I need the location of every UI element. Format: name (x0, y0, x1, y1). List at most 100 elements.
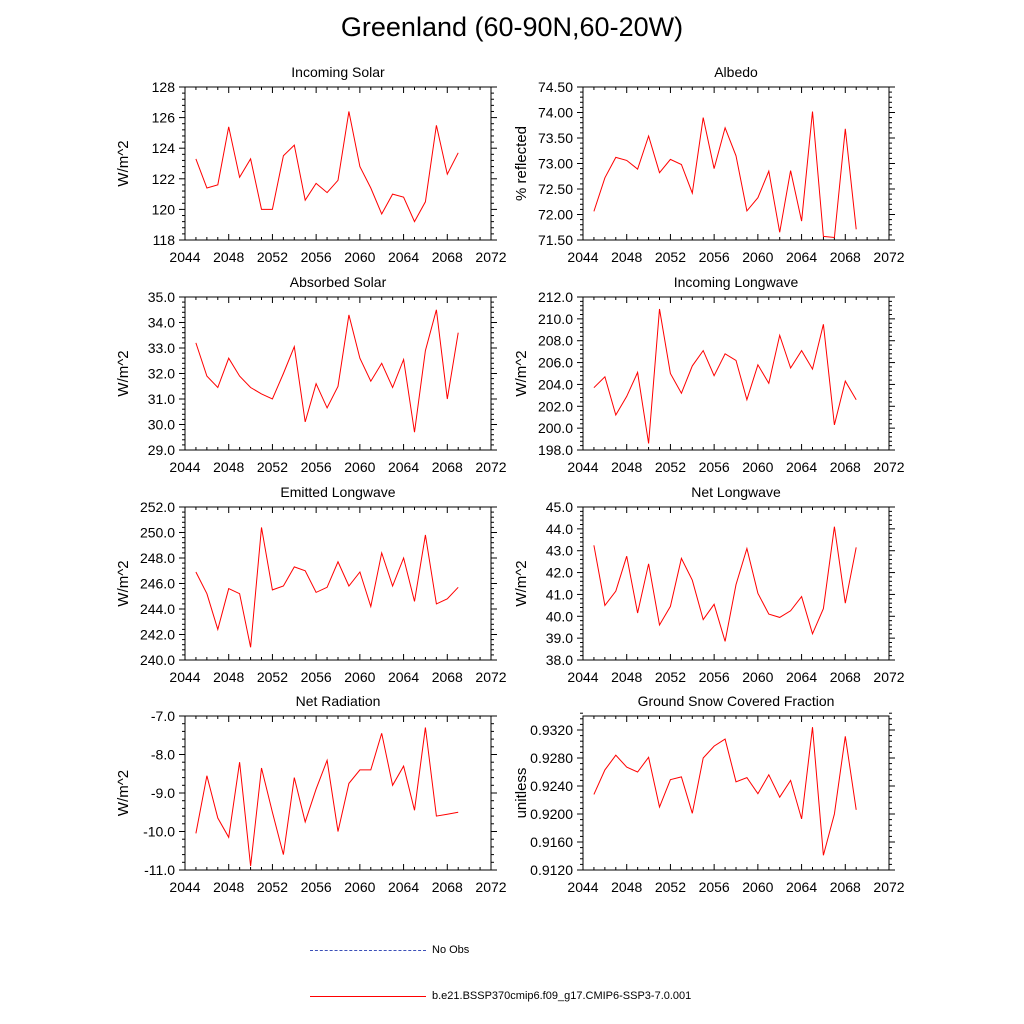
y-tick-label: 126 (152, 110, 176, 126)
x-tick-label: 2044 (169, 459, 200, 475)
y-tick-label: 202.0 (538, 398, 573, 414)
x-tick-label: 2052 (257, 879, 288, 895)
y-tick-label: 206.0 (538, 355, 573, 371)
x-tick-label: 2056 (699, 459, 730, 475)
y-tick-label: 200.0 (538, 420, 573, 436)
panel-5: 2044 2048 2052 2056 2060 2064 2068 2072 240.0 242… (115, 484, 507, 685)
series-line (593, 308, 857, 444)
y-tick-label: 38.0 (546, 652, 573, 668)
y-axis-label: W/m^2 (115, 770, 132, 816)
x-tick-label: 2056 (301, 669, 332, 685)
y-tick-label: 74.00 (538, 105, 573, 121)
y-tick-label: 41.0 (546, 586, 573, 602)
series-line (593, 727, 857, 856)
y-tick-label: 208.0 (538, 333, 573, 349)
y-tick-label: 71.50 (538, 232, 573, 248)
y-tick-label: 40.0 (546, 608, 573, 624)
x-tick-label: 2044 (567, 879, 598, 895)
x-tick-label: 2064 (388, 879, 419, 895)
panel-title: Albedo (714, 64, 758, 80)
x-tick-label: 2060 (344, 879, 375, 895)
x-tick-label: 2072 (475, 249, 506, 265)
legend-obs-label: No Obs (432, 944, 470, 956)
y-tick-label: 240.0 (140, 652, 175, 668)
x-tick-label: 2048 (611, 459, 642, 475)
plot-frame (582, 715, 890, 871)
x-tick-label: 2048 (213, 249, 244, 265)
y-tick-label: 31.0 (148, 391, 175, 407)
x-tick-label: 2048 (611, 669, 642, 685)
x-tick-label: 2044 (169, 669, 200, 685)
x-tick-label: 2068 (830, 249, 861, 265)
y-tick-label: 44.0 (546, 521, 573, 537)
y-tick-label: 73.00 (538, 156, 573, 172)
y-tick-label: 124 (152, 140, 176, 156)
panel-8: 2044 2048 2052 2056 2060 2064 2068 2072 0.9120 0.… (513, 693, 905, 895)
panel-title: Incoming Solar (291, 64, 385, 80)
panel-title: Net Longwave (691, 484, 781, 500)
x-tick-label: 2060 (742, 459, 773, 475)
y-tick-label: -7.0 (151, 708, 175, 724)
x-tick-label: 2068 (432, 459, 463, 475)
panel-3: 2044 2048 2052 2056 2060 2064 2068 2072 29.0 30.0… (115, 274, 507, 475)
x-tick-label: 2052 (655, 879, 686, 895)
y-axis-label: W/m^2 (115, 350, 132, 396)
series-line (195, 309, 459, 433)
y-axis-label: % reflected (513, 126, 530, 201)
y-tick-label: 0.9160 (530, 834, 573, 850)
y-tick-label: 242.0 (140, 627, 175, 643)
x-tick-label: 2060 (742, 249, 773, 265)
x-tick-label: 2052 (655, 249, 686, 265)
x-tick-label: 2048 (213, 669, 244, 685)
y-tick-label: 122 (152, 171, 176, 187)
y-tick-label: 73.50 (538, 130, 573, 146)
y-tick-label: 246.0 (140, 576, 175, 592)
y-tick-label: 118 (153, 232, 176, 248)
y-tick-label: 0.9200 (530, 806, 573, 822)
x-tick-label: 2056 (301, 459, 332, 475)
x-tick-label: 2072 (873, 459, 904, 475)
y-tick-label: 32.0 (148, 366, 175, 382)
x-tick-label: 2064 (786, 669, 817, 685)
y-tick-label: 198.0 (538, 442, 573, 458)
x-tick-label: 2056 (699, 249, 730, 265)
panel-title: Absorbed Solar (290, 274, 387, 290)
x-tick-label: 2060 (742, 879, 773, 895)
y-tick-label: 29.0 (148, 442, 175, 458)
panel-2: 2044 2048 2052 2056 2060 2064 2068 2072 71.50 72.… (513, 64, 905, 265)
y-tick-label: 72.00 (538, 207, 573, 223)
x-tick-label: 2052 (257, 669, 288, 685)
x-tick-label: 2044 (567, 459, 598, 475)
y-tick-label: -9.0 (151, 785, 175, 801)
y-tick-label: 34.0 (148, 315, 175, 331)
x-tick-label: 2052 (257, 249, 288, 265)
x-tick-label: 2072 (873, 249, 904, 265)
y-tick-label: 248.0 (140, 550, 175, 566)
y-tick-label: 252.0 (140, 499, 175, 515)
y-tick-label: 0.9240 (530, 778, 573, 794)
series-line (195, 527, 459, 648)
x-tick-label: 2064 (388, 669, 419, 685)
series-line (593, 111, 857, 239)
panel-7: 2044 2048 2052 2056 2060 2064 2068 2072 -11.0 -10… (115, 693, 507, 895)
plot-frame (582, 86, 890, 241)
y-tick-label: 33.0 (148, 340, 175, 356)
y-tick-label: 244.0 (140, 601, 175, 617)
x-tick-label: 2068 (432, 879, 463, 895)
y-tick-label: 35.0 (148, 289, 175, 305)
x-tick-label: 2056 (699, 879, 730, 895)
x-tick-label: 2072 (475, 669, 506, 685)
x-tick-label: 2048 (611, 879, 642, 895)
panel-6: 2044 2048 2052 2056 2060 2064 2068 2072 38.0 39.0… (513, 484, 905, 685)
x-tick-label: 2048 (611, 249, 642, 265)
x-tick-label: 2068 (830, 879, 861, 895)
legend-model-label: b.e21.BSSP370cmip6.f09_g17.CMIP6-SSP3-7.… (432, 990, 692, 1002)
x-tick-label: 2044 (169, 879, 200, 895)
plot-frame (184, 506, 492, 661)
y-tick-label: -10.0 (143, 824, 175, 840)
x-tick-label: 2072 (475, 879, 506, 895)
x-tick-label: 2068 (830, 459, 861, 475)
y-tick-label: -8.0 (151, 747, 175, 763)
main-title: Greenland (60-90N,60-20W) (340, 12, 684, 42)
